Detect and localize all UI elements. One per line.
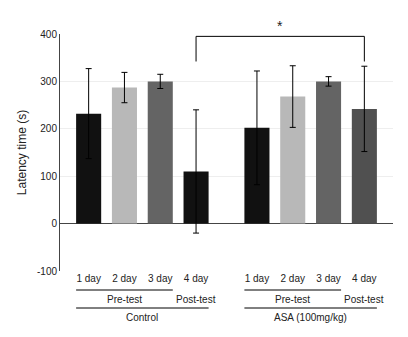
- svg-text:Pre-test: Pre-test: [107, 294, 142, 305]
- svg-text:Latency time (s): Latency time (s): [15, 110, 29, 195]
- svg-text:Pre-test: Pre-test: [275, 294, 310, 305]
- svg-text:-100: -100: [37, 266, 57, 277]
- svg-text:1 day: 1 day: [245, 273, 269, 284]
- svg-text:Post-test: Post-test: [176, 294, 216, 305]
- svg-text:2 day: 2 day: [281, 273, 305, 284]
- svg-text:300: 300: [40, 76, 57, 87]
- svg-text:200: 200: [40, 123, 57, 134]
- svg-text:2 day: 2 day: [112, 273, 136, 284]
- svg-text:ASA (100mg/kg): ASA (100mg/kg): [274, 312, 347, 323]
- svg-text:4 day: 4 day: [184, 273, 208, 284]
- svg-text:Control: Control: [126, 312, 158, 323]
- svg-text:3 day: 3 day: [316, 273, 340, 284]
- svg-text:100: 100: [40, 171, 57, 182]
- svg-text:0: 0: [51, 218, 57, 229]
- svg-text:Post-test: Post-test: [344, 294, 384, 305]
- svg-text:1 day: 1 day: [76, 273, 100, 284]
- svg-text:4 day: 4 day: [352, 273, 376, 284]
- svg-text:*: *: [277, 18, 283, 34]
- svg-text:3 day: 3 day: [148, 273, 172, 284]
- svg-text:400: 400: [40, 29, 57, 40]
